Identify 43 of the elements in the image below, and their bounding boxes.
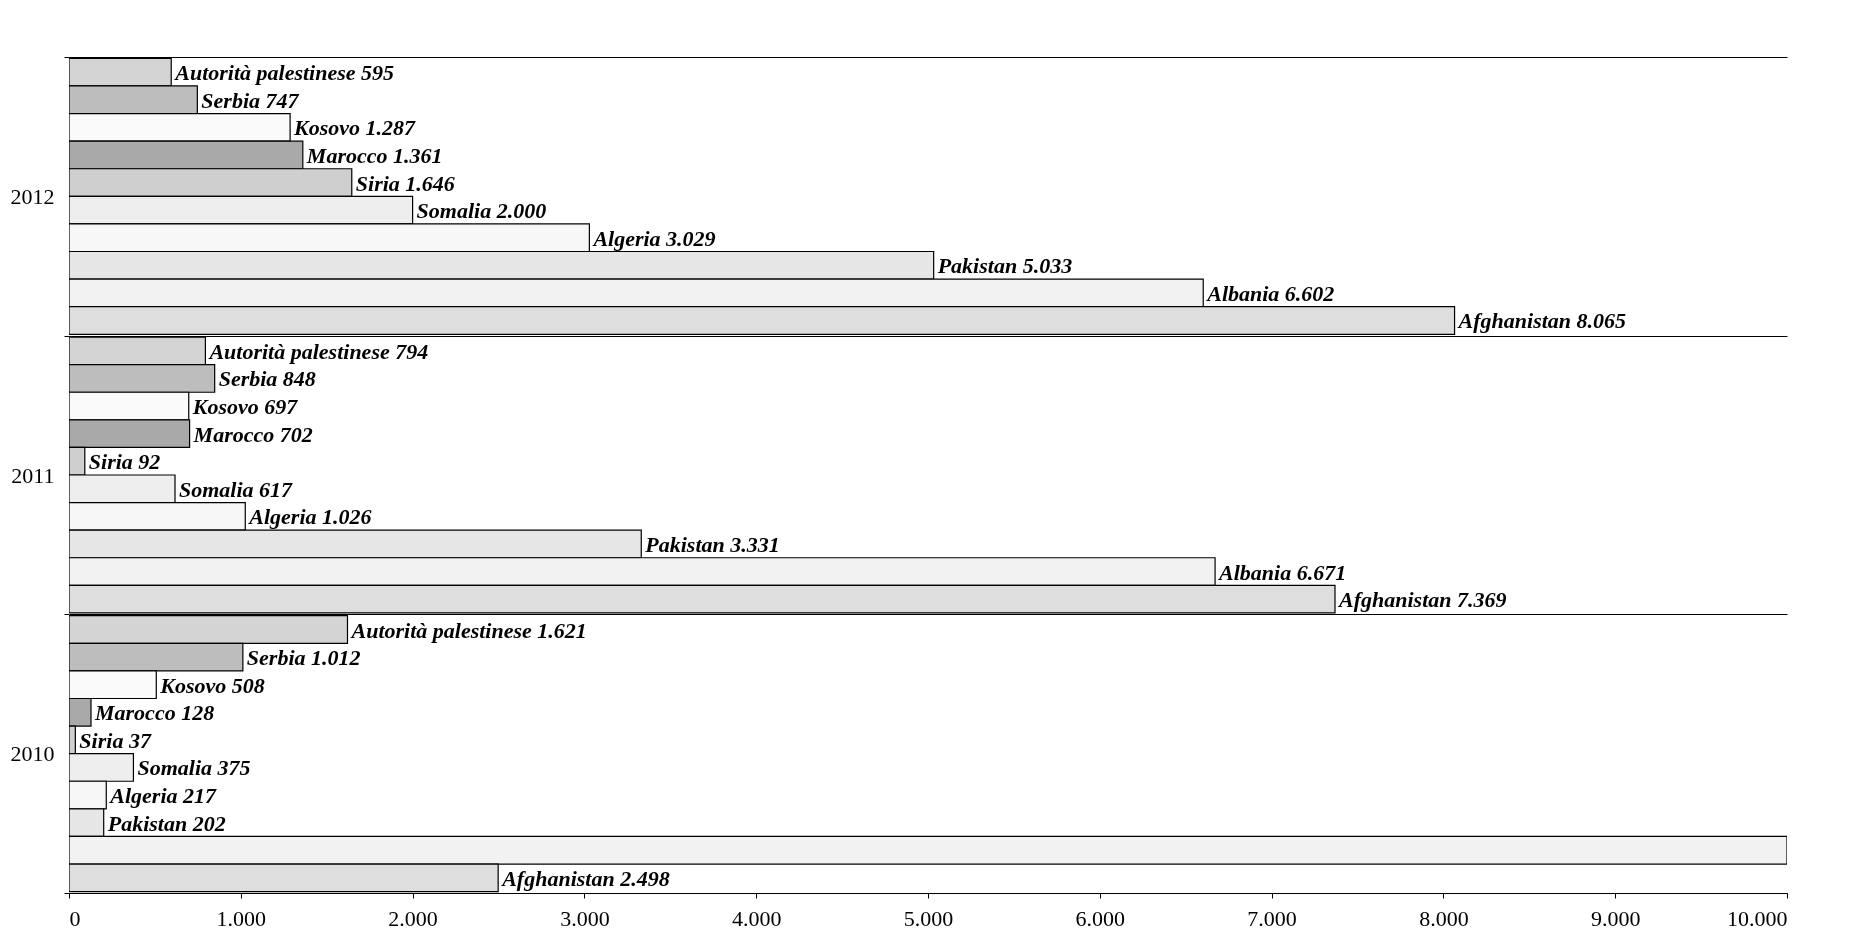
text: Afghanistan 7.369 <box>1338 587 1507 613</box>
text: Albania 6.671 <box>1219 559 1347 585</box>
x-tick-label: 7.000 <box>1247 905 1297 931</box>
text: Algeria 1.026 <box>249 504 372 530</box>
x-tick-label: 10.000 <box>1727 905 1788 931</box>
x-tick-label: 8.000 <box>1419 905 1469 931</box>
text: Serbia 848 <box>218 366 316 392</box>
text: Marocco 128 <box>94 700 215 726</box>
y-tick-label: 2011 <box>11 462 55 488</box>
text: Somalia 2.000 <box>416 198 547 224</box>
x-tick-label: 4.000 <box>731 905 782 931</box>
text: Serbia 1.012 <box>246 645 361 671</box>
text: Autorità palestinese 794 <box>209 338 429 364</box>
y-tick-label: 2012 <box>10 183 55 209</box>
x-tick-label: 1.000 <box>216 905 267 931</box>
x-tick-label: 5.000 <box>903 905 954 931</box>
text: Siria 92 <box>88 449 161 475</box>
x-tick-label: 3.000 <box>560 905 610 931</box>
x-tick-label: 0 <box>69 905 81 931</box>
text: Kosovo 508 <box>160 672 265 698</box>
text: Siria 1.646 <box>355 170 455 196</box>
text: Albania 6.602 <box>1207 280 1335 306</box>
text: Pakistan 3.331 <box>645 531 780 557</box>
text: Algeria 3.029 <box>593 225 716 251</box>
text: Pakistan 5.033 <box>937 253 1073 279</box>
text: Marocco 702 <box>193 421 313 447</box>
text: Autorità palestinese 595 <box>175 60 395 86</box>
text: Autorità palestinese 1.621 <box>351 617 587 643</box>
text: Marocco 1.361 <box>306 142 443 168</box>
x-tick-label: 9.000 <box>1590 905 1641 931</box>
y-tick-label: 2010 <box>10 741 55 767</box>
text: Afghanistan 8.065 <box>1458 308 1627 334</box>
x-tick-label: 2.000 <box>388 905 438 931</box>
text: Kosovo 1.287 <box>294 115 416 141</box>
text: Siria 37 <box>79 727 151 753</box>
text: Pakistan 202 <box>107 810 226 836</box>
text: Afghanistan 2.498 <box>502 865 670 891</box>
text: Somalia 375 <box>137 755 251 781</box>
x-tick-label: 6.000 <box>1075 905 1126 931</box>
text: Algeria 217 <box>110 783 217 809</box>
text: Somalia 617 <box>179 476 293 502</box>
text: Kosovo 697 <box>192 394 298 420</box>
text: Serbia 747 <box>201 87 299 113</box>
